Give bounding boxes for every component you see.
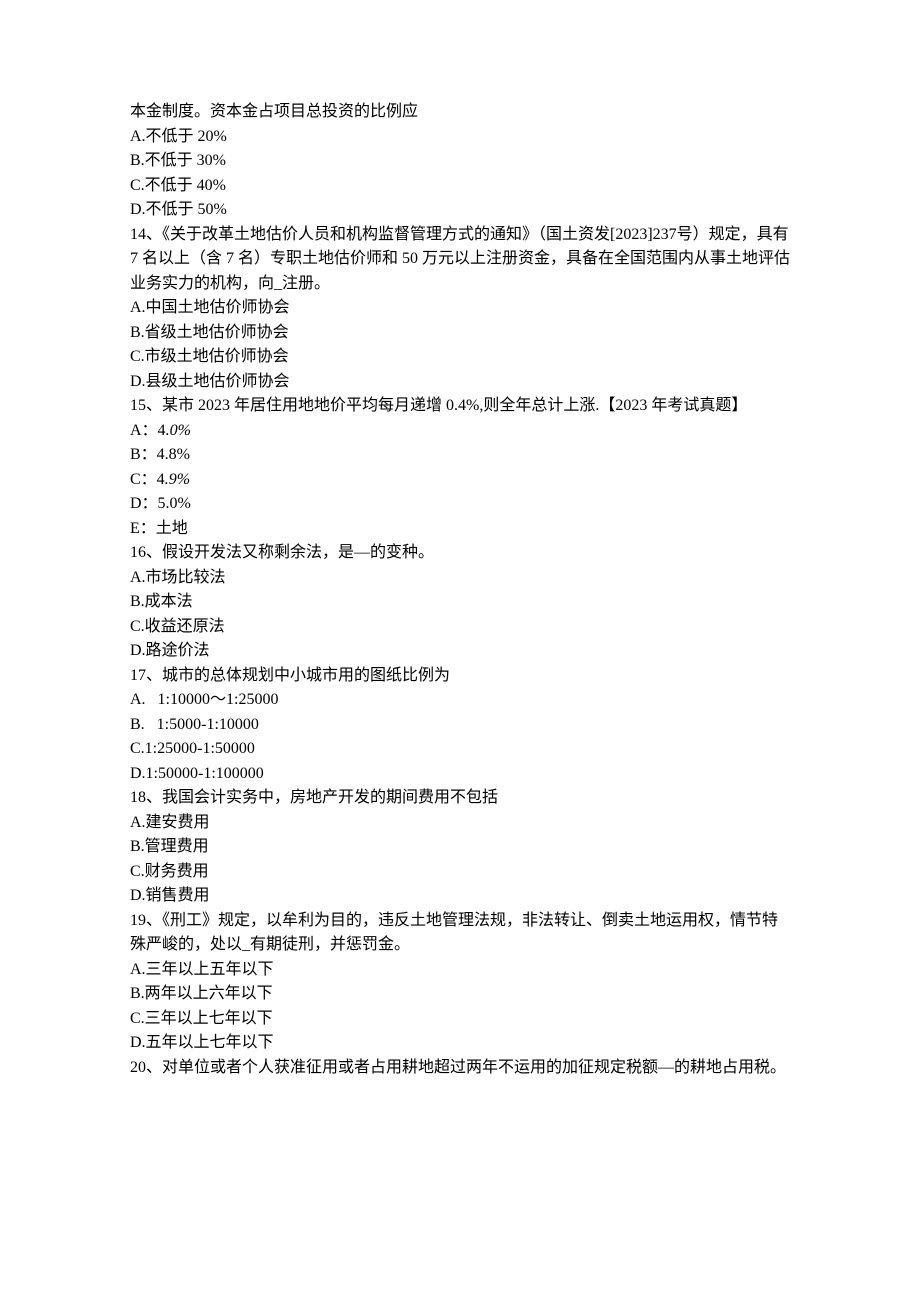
text-line: B.管理费用	[130, 835, 790, 860]
text-line: 20、对单位或者个人获准征用或者占用耕地超过两年不运用的加征规定税额—的耕地占用…	[130, 1056, 790, 1081]
italic-span: .9%	[165, 471, 190, 488]
text-line: B：4.8%	[130, 443, 790, 468]
text-line: D.路途价法	[130, 639, 790, 664]
text-line: B.省级土地估价师协会	[130, 321, 790, 346]
text-line: D.1:50000-1:100000	[130, 762, 790, 787]
text-line: A.建安费用	[130, 811, 790, 836]
document-body: 本金制度。资本金占项目总投资的比例应A.不低于 20%B.不低于 30%C.不低…	[130, 100, 790, 1080]
text-line: 17、城市的总体规划中小城市用的图纸比例为	[130, 664, 790, 689]
text-line: 18、我国会计实务中，房地产开发的期间费用不包括	[130, 786, 790, 811]
text-line: E：土地	[130, 517, 790, 542]
text-line: 19、《刑工》规定，以牟利为目的，违反土地管理法规，非法转让、倒卖土地运用权，情…	[130, 909, 790, 958]
text-line: D.不低于 50%	[130, 198, 790, 223]
text-line: A：4.0%	[130, 419, 790, 444]
text-line: A.市场比较法	[130, 566, 790, 591]
text-span: A：4	[130, 422, 166, 439]
text-line: B.两年以上六年以下	[130, 982, 790, 1007]
text-line: A.不低于 20%	[130, 125, 790, 150]
text-line: A.三年以上五年以下	[130, 958, 790, 983]
document-page: 本金制度。资本金占项目总投资的比例应A.不低于 20%B.不低于 30%C.不低…	[0, 0, 920, 1180]
text-line: 16、假设开发法又称剩余法，是—的变种。	[130, 541, 790, 566]
text-line: D.五年以上七年以下	[130, 1031, 790, 1056]
text-line: B.成本法	[130, 590, 790, 615]
italic-span: .0%	[166, 422, 191, 439]
text-line: 15、某市 2023 年居住用地地价平均每月递增 0.4%,则全年总计上涨.【2…	[130, 394, 790, 419]
text-line: 本金制度。资本金占项目总投资的比例应	[130, 100, 790, 125]
text-line: A.中国土地估价师协会	[130, 296, 790, 321]
text-line: C.收益还原法	[130, 615, 790, 640]
text-line: A. 1:10000～1:25000	[130, 688, 790, 713]
text-line: C.市级土地估价师协会	[130, 345, 790, 370]
text-line: C.不低于 40%	[130, 174, 790, 199]
text-line: C.1:25000-1:50000	[130, 737, 790, 762]
text-line: B. 1:5000-1:10000	[130, 713, 790, 738]
text-line: D.销售费用	[130, 884, 790, 909]
text-line: 14、《关于改革土地估价人员和机构监督管理方式的通知》（国土资发[2023]23…	[130, 223, 790, 297]
text-line: D：5.0%	[130, 492, 790, 517]
text-line: C.财务费用	[130, 860, 790, 885]
text-line: C.三年以上七年以下	[130, 1007, 790, 1032]
text-line: B.不低于 30%	[130, 149, 790, 174]
text-line: D.县级土地估价师协会	[130, 370, 790, 395]
text-span: C：4	[130, 471, 165, 488]
text-line: C：4.9%	[130, 468, 790, 493]
